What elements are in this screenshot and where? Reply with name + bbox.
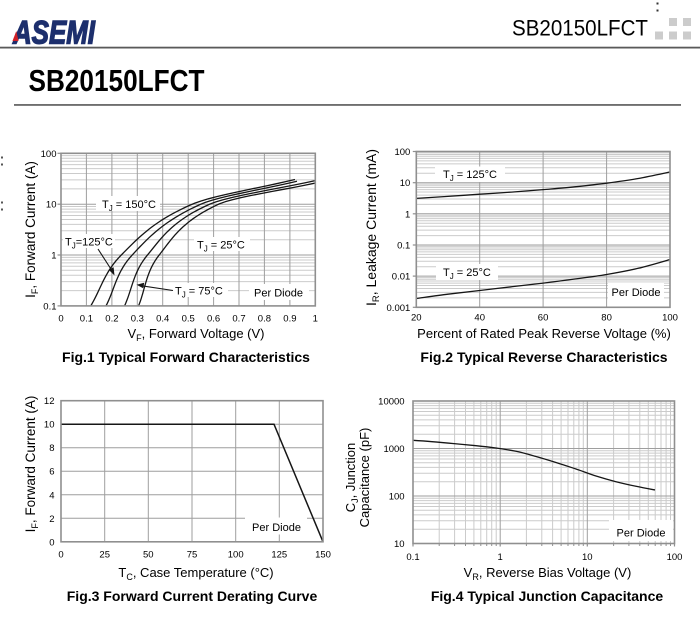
svg-text:0: 0 bbox=[49, 537, 54, 548]
svg-text:SB20150LFCT: SB20150LFCT bbox=[512, 16, 648, 41]
svg-text:Fig.2 Typical Reverse Characte: Fig.2 Typical Reverse Characteristics bbox=[420, 349, 667, 365]
svg-text:75: 75 bbox=[187, 550, 198, 561]
svg-text:10: 10 bbox=[400, 178, 411, 189]
svg-text:IF, Forward Current (A): IF, Forward Current (A) bbox=[23, 161, 40, 298]
svg-text:0.1: 0.1 bbox=[80, 314, 93, 325]
svg-text:1: 1 bbox=[313, 314, 318, 325]
svg-text:150: 150 bbox=[315, 550, 331, 561]
svg-text:Fig.1 Typical Forward Characte: Fig.1 Typical Forward Characteristics bbox=[62, 349, 310, 365]
svg-text:100: 100 bbox=[662, 313, 678, 324]
svg-text:Fig.4 Typical Junction Capacit: Fig.4 Typical Junction Capacitance bbox=[431, 588, 664, 604]
svg-text:0.3: 0.3 bbox=[131, 314, 144, 325]
svg-text:VR, Reverse Bias Voltage (V): VR, Reverse Bias Voltage (V) bbox=[464, 565, 632, 582]
svg-text:CJ, Junction: CJ, Junction bbox=[343, 443, 360, 513]
svg-text:Capacitance (pF): Capacitance (pF) bbox=[357, 428, 372, 528]
svg-text:4: 4 bbox=[49, 490, 54, 501]
svg-text:Per Diode: Per Diode bbox=[617, 528, 666, 540]
svg-text:50: 50 bbox=[143, 550, 154, 561]
svg-text:40: 40 bbox=[474, 313, 485, 324]
svg-text:TJ = 25°C: TJ = 25°C bbox=[197, 240, 245, 254]
svg-text:0: 0 bbox=[58, 314, 63, 325]
svg-text:10: 10 bbox=[44, 420, 55, 431]
svg-text:100: 100 bbox=[41, 149, 57, 160]
svg-text:20: 20 bbox=[411, 313, 422, 324]
svg-text:80: 80 bbox=[601, 313, 612, 324]
svg-text:0.2: 0.2 bbox=[105, 314, 118, 325]
svg-text:0.8: 0.8 bbox=[258, 314, 271, 325]
svg-text:0.1: 0.1 bbox=[43, 301, 56, 312]
svg-text:0.7: 0.7 bbox=[232, 314, 245, 325]
svg-text:1: 1 bbox=[405, 209, 410, 220]
svg-text:6: 6 bbox=[49, 467, 54, 478]
svg-text:0.001: 0.001 bbox=[387, 303, 411, 314]
svg-text:10000: 10000 bbox=[378, 397, 404, 408]
svg-text:0.4: 0.4 bbox=[156, 314, 169, 325]
svg-text:TJ = 125°C: TJ = 125°C bbox=[443, 169, 497, 183]
svg-text:10: 10 bbox=[46, 200, 57, 211]
svg-text:0: 0 bbox=[58, 550, 63, 561]
svg-text:Fig.3 Forward Current Derating: Fig.3 Forward Current Derating Curve bbox=[67, 588, 318, 604]
svg-text:0.01: 0.01 bbox=[392, 272, 411, 283]
svg-text:IR, Leakage Current (mA): IR, Leakage Current (mA) bbox=[363, 149, 382, 306]
svg-text:Percent of Rated Peak Reverse: Percent of Rated Peak Reverse Voltage (%… bbox=[417, 326, 671, 341]
svg-text:1000: 1000 bbox=[383, 444, 404, 455]
svg-text:VF, Forward Voltage (V): VF, Forward Voltage (V) bbox=[128, 326, 265, 343]
svg-text:0.6: 0.6 bbox=[207, 314, 220, 325]
svg-text:IF, Forward Current (A): IF, Forward Current (A) bbox=[23, 396, 40, 533]
svg-text:TC, Case Temperature (°C): TC, Case Temperature (°C) bbox=[118, 565, 273, 582]
svg-text:100: 100 bbox=[389, 492, 405, 503]
svg-text:TJ = 75°C: TJ = 75°C bbox=[175, 286, 223, 300]
svg-text:Per Diode: Per Diode bbox=[612, 287, 661, 299]
svg-text:60: 60 bbox=[538, 313, 549, 324]
svg-text:100: 100 bbox=[394, 147, 410, 158]
svg-text:100: 100 bbox=[667, 552, 683, 563]
svg-text:10: 10 bbox=[582, 552, 593, 563]
svg-text:TJ = 25°C: TJ = 25°C bbox=[443, 267, 491, 281]
svg-text:TJ=125°C: TJ=125°C bbox=[65, 237, 113, 251]
svg-text:TJ = 150°C: TJ = 150°C bbox=[102, 199, 156, 213]
svg-text:2: 2 bbox=[49, 514, 54, 525]
svg-text:0.1: 0.1 bbox=[397, 241, 410, 252]
svg-text:100: 100 bbox=[228, 550, 244, 561]
svg-text:12: 12 bbox=[44, 396, 55, 407]
svg-text:Per Diode: Per Diode bbox=[252, 522, 301, 534]
svg-text:0.5: 0.5 bbox=[182, 314, 195, 325]
svg-text:SB20150LFCT: SB20150LFCT bbox=[29, 64, 205, 98]
svg-text:0.9: 0.9 bbox=[283, 314, 296, 325]
svg-text:0.1: 0.1 bbox=[406, 552, 419, 563]
svg-text:8: 8 bbox=[49, 443, 54, 454]
svg-text:10: 10 bbox=[394, 539, 405, 550]
svg-text:ASEMI: ASEMI bbox=[12, 15, 96, 51]
svg-text:1: 1 bbox=[51, 251, 56, 262]
svg-text:1: 1 bbox=[498, 552, 503, 563]
svg-text:Per Diode: Per Diode bbox=[254, 288, 303, 300]
svg-text:125: 125 bbox=[271, 550, 287, 561]
svg-text:25: 25 bbox=[99, 550, 110, 561]
